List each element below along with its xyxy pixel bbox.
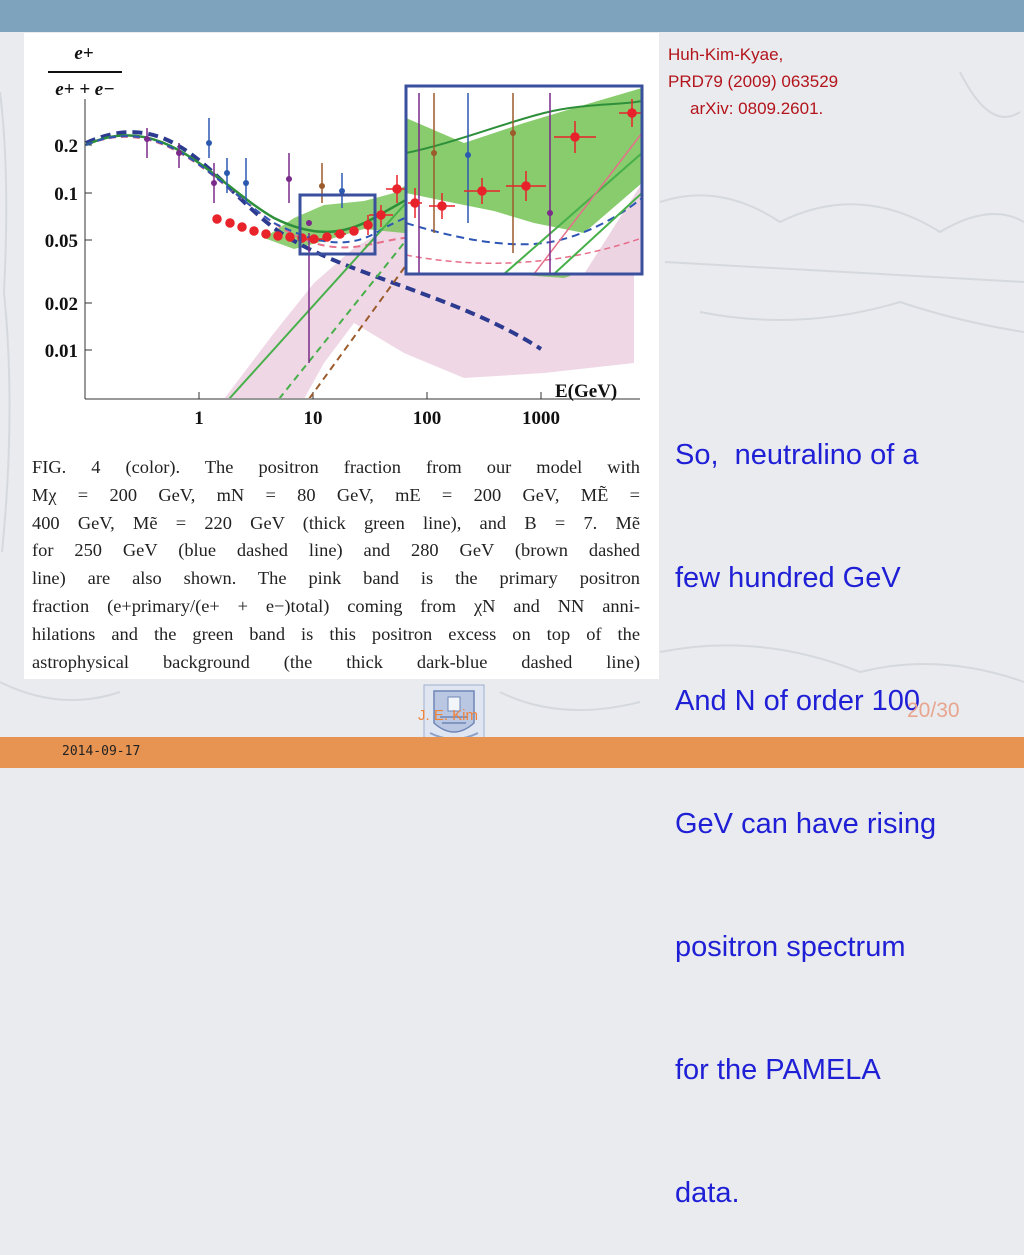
caption-line: 400 GeV, Mẽ = 220 GeV (thick green line)… <box>32 512 640 533</box>
x-tick-marks <box>198 392 542 399</box>
figure-caption: FIG. 4 (color). The positron fraction fr… <box>32 454 640 676</box>
y-axis-label-denominator: e+ + e− <box>55 79 115 100</box>
caption-line: line) are also shown. The pink band is t… <box>32 568 640 589</box>
conclusion-line: So, neutralino of a <box>675 439 919 471</box>
pamela-points <box>212 175 408 244</box>
caption-line: astrophysical background (the thick dark… <box>32 651 640 672</box>
caption-line: Mχ = 200 GeV, mN = 80 GeV, mE = 200 GeV,… <box>32 484 640 505</box>
caption-line: for 250 GeV (blue dashed line) and 280 G… <box>32 540 640 561</box>
other-experiment-points <box>144 118 345 363</box>
y-tick-label: 0.1 <box>54 184 78 205</box>
reference-journal: PRD79 (2009) 063529 <box>668 72 839 91</box>
author-name: J. E. Kim <box>418 707 479 724</box>
y-tick-marks <box>85 144 92 351</box>
x-tick-label: 10 <box>304 408 323 429</box>
conclusion-line: GeV can have rising <box>675 808 937 840</box>
y-tick-label: 0.01 <box>45 341 78 362</box>
slide-date: 2014-09-17 <box>62 744 141 759</box>
zoom-inset <box>404 84 644 276</box>
bottom-bar <box>0 737 1024 768</box>
conclusion-text: So, neutralino of a few hundred GeV And … <box>675 353 1005 1255</box>
caption-line: hilations and the green band is this pos… <box>32 623 640 644</box>
background-curve <box>85 130 543 351</box>
caption-line: fraction (e+primary/(e+ + e−)total) comi… <box>32 595 640 616</box>
y-tick-label: 0.05 <box>45 231 78 252</box>
y-axis-label-numerator: e+ <box>74 43 93 64</box>
reference-citation: Huh-Kim-Kyae, PRD79 (2009) 063529 arXiv:… <box>668 41 838 122</box>
caption-line: FIG. 4 (color). The positron fraction fr… <box>32 457 640 477</box>
conclusion-line: few hundred GeV <box>675 562 901 594</box>
reference-arxiv: arXiv: 0809.2601. <box>690 99 824 118</box>
y-tick-label: 0.2 <box>54 136 78 157</box>
y-tick-label: 0.02 <box>45 294 78 315</box>
zoom-box-small <box>298 193 377 256</box>
page-number: 20/30 <box>907 699 960 722</box>
conclusion-line: positron spectrum <box>675 931 906 963</box>
background-sketch <box>0 71 1024 711</box>
x-tick-label: 1 <box>194 408 204 429</box>
top-bar <box>0 0 1024 32</box>
x-tick-label: 1000 <box>522 408 560 429</box>
x-axis-label: E(GeV) <box>555 381 617 402</box>
reference-authors: Huh-Kim-Kyae, <box>668 45 784 64</box>
green-rising-line <box>228 182 425 398</box>
conclusion-line: for the PAMELA <box>675 1054 881 1086</box>
figure-card: e+ e+ + e− 0.2 0.1 0.05 0.02 0.01 <box>24 33 659 679</box>
conclusion-line: data. <box>675 1177 740 1209</box>
brown-dashed-rising-line <box>308 212 445 398</box>
positron-fraction-plot: e+ e+ + e− 0.2 0.1 0.05 0.02 0.01 <box>45 43 644 429</box>
conclusion-line: And N of order 100 <box>675 685 921 717</box>
university-seal-icon <box>423 684 485 746</box>
x-tick-label: 100 <box>413 408 442 429</box>
